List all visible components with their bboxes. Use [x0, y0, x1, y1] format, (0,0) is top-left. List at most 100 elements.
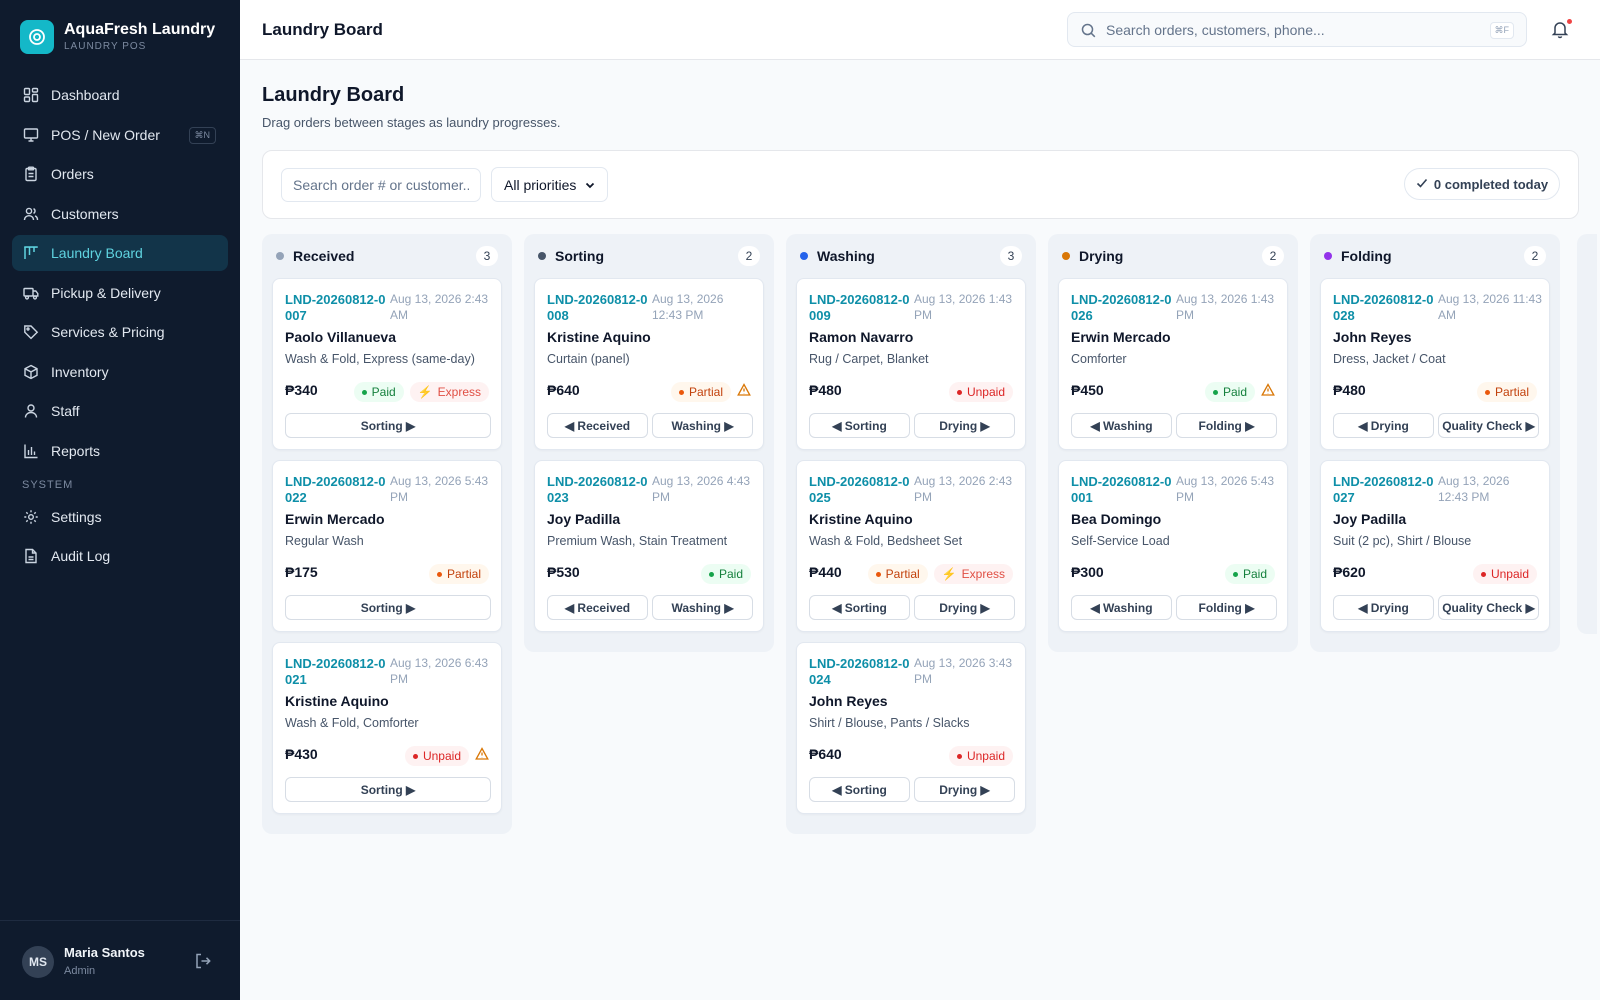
order-date: Aug 13, 2026 12:43 PM: [1438, 474, 1510, 504]
sidebar-item-audit-log[interactable]: Audit Log: [12, 538, 228, 574]
card-actions: Sorting ▶: [285, 595, 491, 620]
move-forward-button[interactable]: Sorting ▶: [285, 595, 491, 620]
brand[interactable]: AquaFresh Laundry LAUNDRY POS: [20, 20, 215, 54]
move-forward-button[interactable]: Washing ▶: [652, 595, 753, 620]
move-forward-button[interactable]: Drying ▶: [914, 595, 1015, 620]
column-header: Received 3: [272, 234, 502, 278]
sidebar-item-inventory[interactable]: Inventory: [12, 354, 228, 390]
order-number-link[interactable]: LND-20260812-0001: [1071, 474, 1172, 505]
move-back-button[interactable]: ◀ Drying: [1333, 413, 1434, 438]
payment-status-label: Paid: [1242, 567, 1267, 581]
sidebar-item-label: Settings: [51, 508, 102, 525]
customer-name: Erwin Mercado: [285, 511, 385, 527]
move-forward-button[interactable]: Washing ▶: [652, 413, 753, 438]
column-status-dot: [276, 252, 284, 260]
sidebar-item-label: Staff: [51, 403, 80, 419]
order-card[interactable]: LND-20260812-0023 Aug 13, 2026 4:43 PM Joy…: [534, 460, 764, 632]
order-services: Wash & Fold, Bedsheet Set: [809, 534, 963, 548]
order-amount: ₱340: [285, 382, 318, 398]
order-number-link[interactable]: LND-20260812-0028: [1333, 292, 1434, 323]
order-date: Aug 13, 2026 6:43 PM: [390, 656, 489, 686]
move-forward-button[interactable]: Folding ▶: [1176, 595, 1277, 620]
move-forward-button[interactable]: Drying ▶: [914, 777, 1015, 802]
user-panel: MS Maria Santos Admin: [0, 920, 240, 1000]
order-card[interactable]: LND-20260812-0001 Aug 13, 2026 5:43 PM Bea…: [1058, 460, 1288, 632]
column-header: Sorting 2: [534, 234, 764, 278]
order-number-link[interactable]: LND-20260812-0023: [547, 474, 648, 505]
order-card[interactable]: LND-20260812-0026 Aug 13, 2026 1:43 PM Erw…: [1058, 278, 1288, 450]
avatar[interactable]: MS: [22, 946, 54, 978]
order-date: Aug 13, 2026 5:43 PM: [390, 474, 489, 504]
move-forward-button[interactable]: Sorting ▶: [285, 777, 491, 802]
sidebar-item-services-pricing[interactable]: Services & Pricing: [12, 314, 228, 350]
order-number-link[interactable]: LND-20260812-0009: [809, 292, 910, 323]
order-number-link[interactable]: LND-20260812-0021: [285, 656, 386, 687]
move-back-button[interactable]: ◀ Received: [547, 413, 648, 438]
column-count: 3: [1000, 246, 1022, 266]
sidebar-item-staff[interactable]: Staff: [12, 393, 228, 429]
sidebar-item-pos[interactable]: POS / New Order ⌘N: [12, 117, 228, 153]
card-badges: Partial: [428, 564, 489, 584]
payment-status-badge: Paid: [1224, 564, 1275, 584]
order-number-link[interactable]: LND-20260812-0026: [1071, 292, 1172, 323]
card-actions: ◀ Sorting Drying ▶: [809, 595, 1015, 620]
completed-today-badge: 0 completed today: [1404, 168, 1560, 200]
order-services: Regular Wash: [285, 534, 364, 548]
status-dot: [1480, 571, 1486, 577]
order-card[interactable]: LND-20260812-0024 Aug 13, 2026 3:43 PM Joh…: [796, 642, 1026, 814]
move-forward-button[interactable]: Quality Check ▶: [1438, 595, 1539, 620]
sidebar-item-pickup-delivery[interactable]: Pickup & Delivery: [12, 275, 228, 311]
move-back-button[interactable]: ◀ Sorting: [809, 413, 910, 438]
bell-icon[interactable]: [1550, 19, 1570, 39]
order-services: Curtain (panel): [547, 352, 630, 366]
sidebar-item-customers[interactable]: Customers: [12, 196, 228, 232]
move-forward-button[interactable]: Drying ▶: [914, 413, 1015, 438]
order-card[interactable]: LND-20260812-0009 Aug 13, 2026 1:43 PM Ram…: [796, 278, 1026, 450]
order-number-link[interactable]: LND-20260812-0025: [809, 474, 910, 505]
order-search-input[interactable]: [281, 168, 481, 202]
order-services: Dress, Jacket / Coat: [1333, 352, 1446, 366]
order-card[interactable]: LND-20260812-0025 Aug 13, 2026 2:43 PM Kri…: [796, 460, 1026, 632]
order-amount: ₱530: [547, 564, 580, 580]
customer-name: Joy Padilla: [547, 511, 621, 527]
payment-status-badge: Unpaid: [404, 746, 469, 766]
order-card[interactable]: LND-20260812-0008 Aug 13, 2026 12:43 PM Kr…: [534, 278, 764, 450]
move-back-button[interactable]: ◀ Received: [547, 595, 648, 620]
order-card[interactable]: LND-20260812-0027 Aug 13, 2026 12:43 PM Jo…: [1320, 460, 1550, 632]
move-back-button[interactable]: ◀ Washing: [1071, 595, 1172, 620]
sidebar-item-dashboard[interactable]: Dashboard: [12, 77, 228, 113]
payment-status-label: Paid: [718, 567, 743, 581]
order-card[interactable]: LND-20260812-0021 Aug 13, 2026 6:43 PM Kri…: [272, 642, 502, 814]
column-status-dot: [1062, 252, 1070, 260]
move-back-button[interactable]: ◀ Drying: [1333, 595, 1434, 620]
order-number-link[interactable]: LND-20260812-0027: [1333, 474, 1434, 505]
sidebar-item-label: Services & Pricing: [51, 324, 165, 340]
card-actions: ◀ Sorting Drying ▶: [809, 413, 1015, 438]
global-search-input[interactable]: [1106, 21, 1476, 39]
status-dot: [1212, 389, 1218, 395]
move-back-button[interactable]: ◀ Sorting: [809, 595, 910, 620]
sidebar-item-orders[interactable]: Orders: [12, 156, 228, 192]
order-number-link[interactable]: LND-20260812-0022: [285, 474, 386, 505]
card-actions: ◀ Drying Quality Check ▶: [1333, 595, 1539, 620]
priority-select[interactable]: All priorities: [491, 167, 608, 202]
move-back-button[interactable]: ◀ Washing: [1071, 413, 1172, 438]
sidebar-item-reports[interactable]: Reports: [12, 433, 228, 469]
order-number-link[interactable]: LND-20260812-0007: [285, 292, 386, 323]
order-number-link[interactable]: LND-20260812-0008: [547, 292, 648, 323]
order-card[interactable]: LND-20260812-0007 Aug 13, 2026 2:43 AM Pao…: [272, 278, 502, 450]
logout-icon[interactable]: [194, 952, 212, 970]
move-forward-button[interactable]: Folding ▶: [1176, 413, 1277, 438]
order-card[interactable]: LND-20260812-0022 Aug 13, 2026 5:43 PM Erw…: [272, 460, 502, 632]
order-date: Aug 13, 2026 5:43 PM: [1176, 474, 1275, 504]
warning-icon: [737, 382, 751, 402]
order-card[interactable]: LND-20260812-0028 Aug 13, 2026 11:43 AM Jo…: [1320, 278, 1550, 450]
order-date: Aug 13, 2026 4:43 PM: [652, 474, 751, 504]
sidebar-item-settings[interactable]: Settings: [12, 499, 228, 535]
move-forward-button[interactable]: Sorting ▶: [285, 413, 491, 438]
move-forward-button[interactable]: Quality Check ▶: [1438, 413, 1539, 438]
move-back-button[interactable]: ◀ Sorting: [809, 777, 910, 802]
sidebar-item-laundry-board[interactable]: Laundry Board: [12, 235, 228, 271]
page-title: Laundry Board: [262, 84, 405, 106]
order-number-link[interactable]: LND-20260812-0024: [809, 656, 910, 687]
